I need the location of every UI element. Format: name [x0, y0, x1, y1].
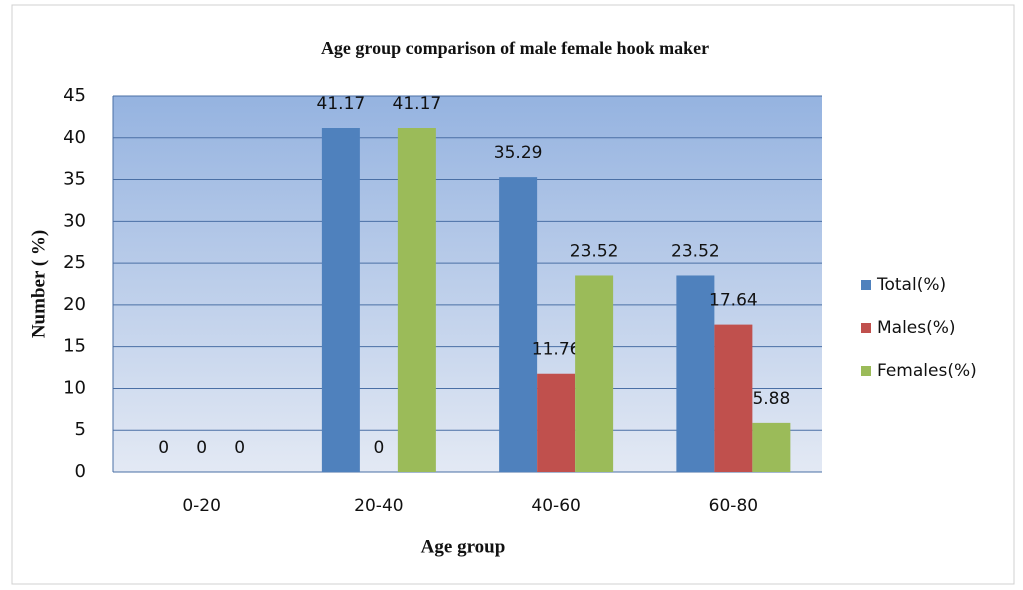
bar — [676, 275, 715, 472]
bar — [321, 128, 360, 473]
x-axis-label: Age group — [421, 536, 506, 557]
bar — [397, 128, 436, 473]
data-label: 35.29 — [494, 143, 543, 163]
y-axis-label: Number ( %) — [28, 230, 49, 338]
x-tick-label: 20-40 — [354, 496, 403, 516]
bar — [714, 324, 753, 472]
y-tick-label: 45 — [63, 85, 86, 106]
x-tick-label: 0-20 — [182, 496, 221, 516]
y-tick-label: 40 — [63, 127, 86, 148]
bar — [537, 373, 576, 472]
legend-swatch — [861, 366, 871, 376]
data-label: 5.88 — [752, 389, 790, 409]
bar — [499, 177, 538, 472]
x-tick-label: 40-60 — [531, 496, 580, 516]
data-label: 0 — [196, 438, 207, 458]
legend-label: Females(%) — [877, 361, 977, 381]
y-tick-label: 20 — [63, 294, 86, 315]
data-label: 17.64 — [709, 291, 758, 311]
data-label: 0 — [373, 438, 384, 458]
legend-label: Total(%) — [876, 275, 946, 295]
data-label: 0 — [234, 438, 245, 458]
y-tick-label: 10 — [63, 377, 86, 398]
data-label: 41.17 — [393, 94, 442, 114]
y-tick-label: 35 — [63, 169, 86, 190]
data-label: 11.76 — [532, 340, 581, 360]
y-tick-label: 25 — [63, 252, 86, 273]
chart-title: Age group comparison of male female hook… — [321, 38, 709, 58]
bar — [575, 275, 614, 472]
y-tick-label: 0 — [75, 461, 86, 482]
y-tick-label: 5 — [75, 419, 86, 440]
data-label: 0 — [158, 438, 169, 458]
legend-label: Males(%) — [877, 318, 956, 338]
y-tick-label: 30 — [63, 210, 86, 231]
bar — [752, 422, 791, 472]
legend-swatch — [861, 323, 871, 333]
data-label: 41.17 — [317, 94, 366, 114]
x-tick-label: 60-80 — [709, 496, 758, 516]
legend-swatch — [861, 280, 871, 290]
data-label: 23.52 — [570, 241, 619, 261]
data-label: 23.52 — [671, 241, 720, 261]
y-tick-label: 15 — [63, 336, 86, 357]
